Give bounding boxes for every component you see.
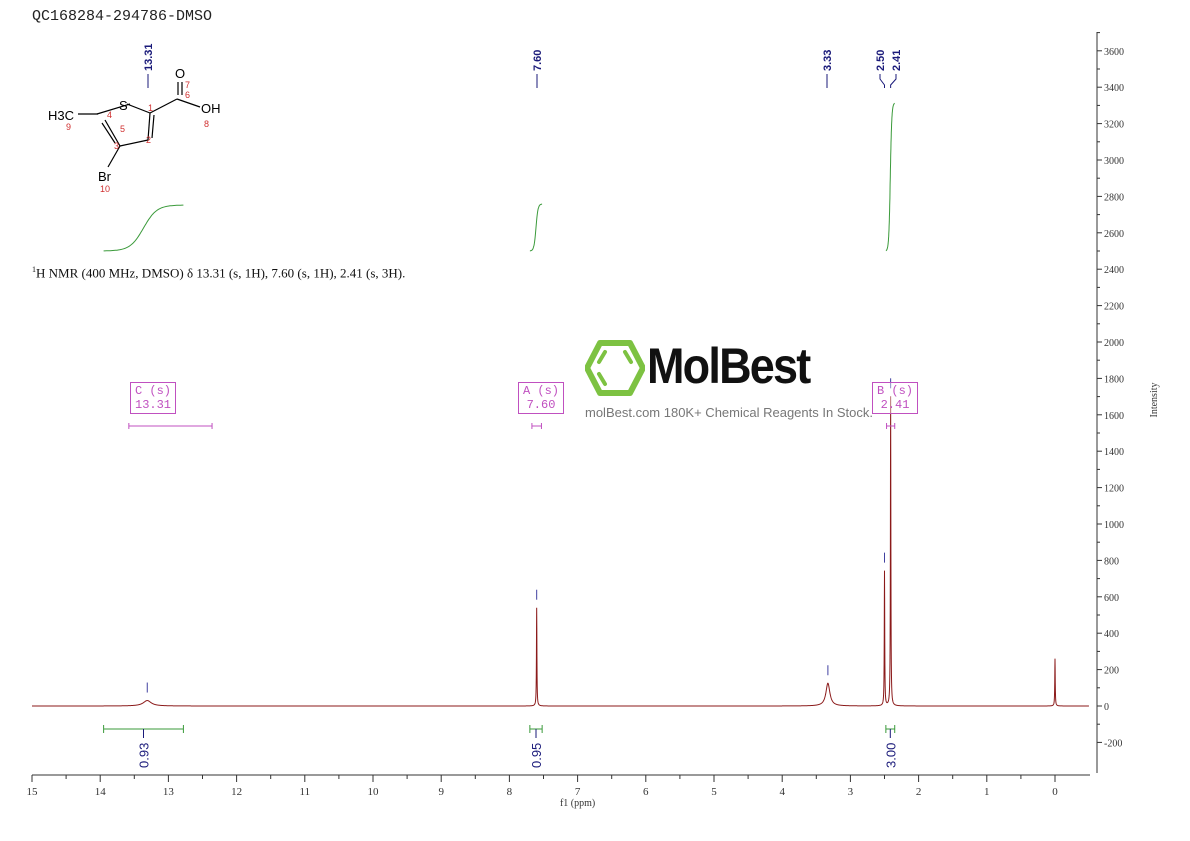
x-tick-label: 3 xyxy=(848,786,854,798)
y-tick-label: 800 xyxy=(1104,556,1119,567)
atom-number-8: 8 xyxy=(204,119,209,129)
x-tick-label: 0 xyxy=(1052,786,1058,798)
watermark-tagline: molBest.com 180K+ Chemical Reagents In S… xyxy=(585,405,873,420)
peak-label-line xyxy=(879,74,885,88)
multiplet-box-c: C (s) 13.31 xyxy=(130,382,177,414)
x-tick-label: 7 xyxy=(575,786,581,798)
y-tick-label: 200 xyxy=(1104,666,1119,677)
y-tick-label: 1600 xyxy=(1104,411,1124,422)
x-tick-label: 14 xyxy=(95,786,107,798)
atom-number-10: 10 xyxy=(100,184,110,194)
hexagon-logo-icon xyxy=(585,340,645,396)
peak-label: 7.60 xyxy=(532,50,544,71)
x-axis-label: f1 (ppm) xyxy=(560,798,595,809)
atom-br: Br xyxy=(98,169,112,184)
y-tick-label: 2600 xyxy=(1104,229,1124,240)
x-tick-label: 10 xyxy=(368,786,380,798)
y-tick-label: 0 xyxy=(1104,702,1109,713)
x-tick-label: 8 xyxy=(507,786,513,798)
atom-oh: OH xyxy=(201,101,221,116)
atom-number-4: 4 xyxy=(107,110,112,120)
y-tick-label: 3600 xyxy=(1104,47,1124,58)
y-tick-label: 400 xyxy=(1104,629,1119,640)
x-tick-label: 5 xyxy=(711,786,717,798)
y-tick-label: 2200 xyxy=(1104,302,1124,313)
multiplet-shift: 7.60 xyxy=(526,398,556,412)
chemical-structure: S O OH H3C Br 1 2 3 4 5 6 7 8 9 10 xyxy=(48,66,221,194)
y-tick-label: 2400 xyxy=(1104,265,1124,276)
peak-label: 2.41 xyxy=(891,50,903,71)
sample-title: QC168284-294786-DMSO xyxy=(32,8,213,25)
y-tick-label: 2000 xyxy=(1104,338,1124,349)
y-tick-label: 3400 xyxy=(1104,83,1124,94)
x-tick-label: 1 xyxy=(984,786,990,798)
y-tick-label: -200 xyxy=(1104,738,1122,749)
atom-number-1: 1 xyxy=(148,103,153,113)
atom-number-9: 9 xyxy=(66,122,71,132)
spectrum-line xyxy=(32,396,1089,707)
y-tick-label: 2800 xyxy=(1104,192,1124,203)
multiplet-box-b: B (s) 2.41 xyxy=(872,382,919,414)
x-tick-label: 9 xyxy=(438,786,444,798)
peak-label-line xyxy=(890,74,897,88)
x-tick-label: 2 xyxy=(916,786,922,798)
atom-number-2: 2 xyxy=(146,135,151,145)
multiplet-name: A (s) xyxy=(523,384,560,398)
x-tick-label: 12 xyxy=(231,786,242,798)
y-tick-label: 1000 xyxy=(1104,520,1124,531)
nmr-description: 1H NMR (400 MHz, DMSO) δ 13.31 (s, 1H), … xyxy=(32,265,405,281)
isotope-superscript: 1 xyxy=(32,265,36,274)
multiplet-name: C (s) xyxy=(135,384,172,398)
multiplet-shift: 13.31 xyxy=(135,398,172,412)
atom-number-6: 6 xyxy=(185,90,190,100)
y-tick-label: 3000 xyxy=(1104,156,1124,167)
nmr-description-text: H NMR (400 MHz, DMSO) δ 13.31 (s, 1H), 7… xyxy=(36,265,406,281)
multiplet-box-a: A (s) 7.60 xyxy=(518,382,565,414)
peak-label: 13.31 xyxy=(143,43,155,71)
integral-value: 0.95 xyxy=(529,743,544,768)
x-tick-label: 11 xyxy=(300,786,311,798)
multiplet-shift: 2.41 xyxy=(880,398,910,412)
integral-curve xyxy=(529,203,543,252)
y-tick-label: 1800 xyxy=(1104,374,1124,385)
atom-o: O xyxy=(175,66,185,81)
integral-value: 0.93 xyxy=(137,743,152,768)
integral-value: 3.00 xyxy=(883,743,898,768)
watermark-brand: MolBest xyxy=(647,338,811,394)
molbest-watermark: MolBest xyxy=(585,338,885,404)
x-tick-label: 6 xyxy=(643,786,649,798)
y-tick-label: 600 xyxy=(1104,593,1119,604)
x-tick-label: 4 xyxy=(779,786,785,798)
multiplet-name: B (s) xyxy=(877,384,914,398)
peak-label: 3.33 xyxy=(822,50,834,71)
integral-curve xyxy=(885,102,895,252)
atom-number-7: 7 xyxy=(185,80,190,90)
x-tick-label: 13 xyxy=(163,786,175,798)
y-tick-label: 1400 xyxy=(1104,447,1124,458)
peak-label: 2.50 xyxy=(875,50,887,71)
integral-curve xyxy=(103,204,184,252)
y-axis-label: Intensity xyxy=(1149,383,1160,418)
atom-s: S xyxy=(119,98,128,113)
atom-ch3: H3C xyxy=(48,108,74,123)
atom-number-3: 3 xyxy=(114,141,119,151)
y-tick-label: 3200 xyxy=(1104,120,1124,131)
atom-number-5: 5 xyxy=(120,124,125,134)
y-tick-label: 1200 xyxy=(1104,484,1124,495)
x-tick-label: 15 xyxy=(27,786,39,798)
